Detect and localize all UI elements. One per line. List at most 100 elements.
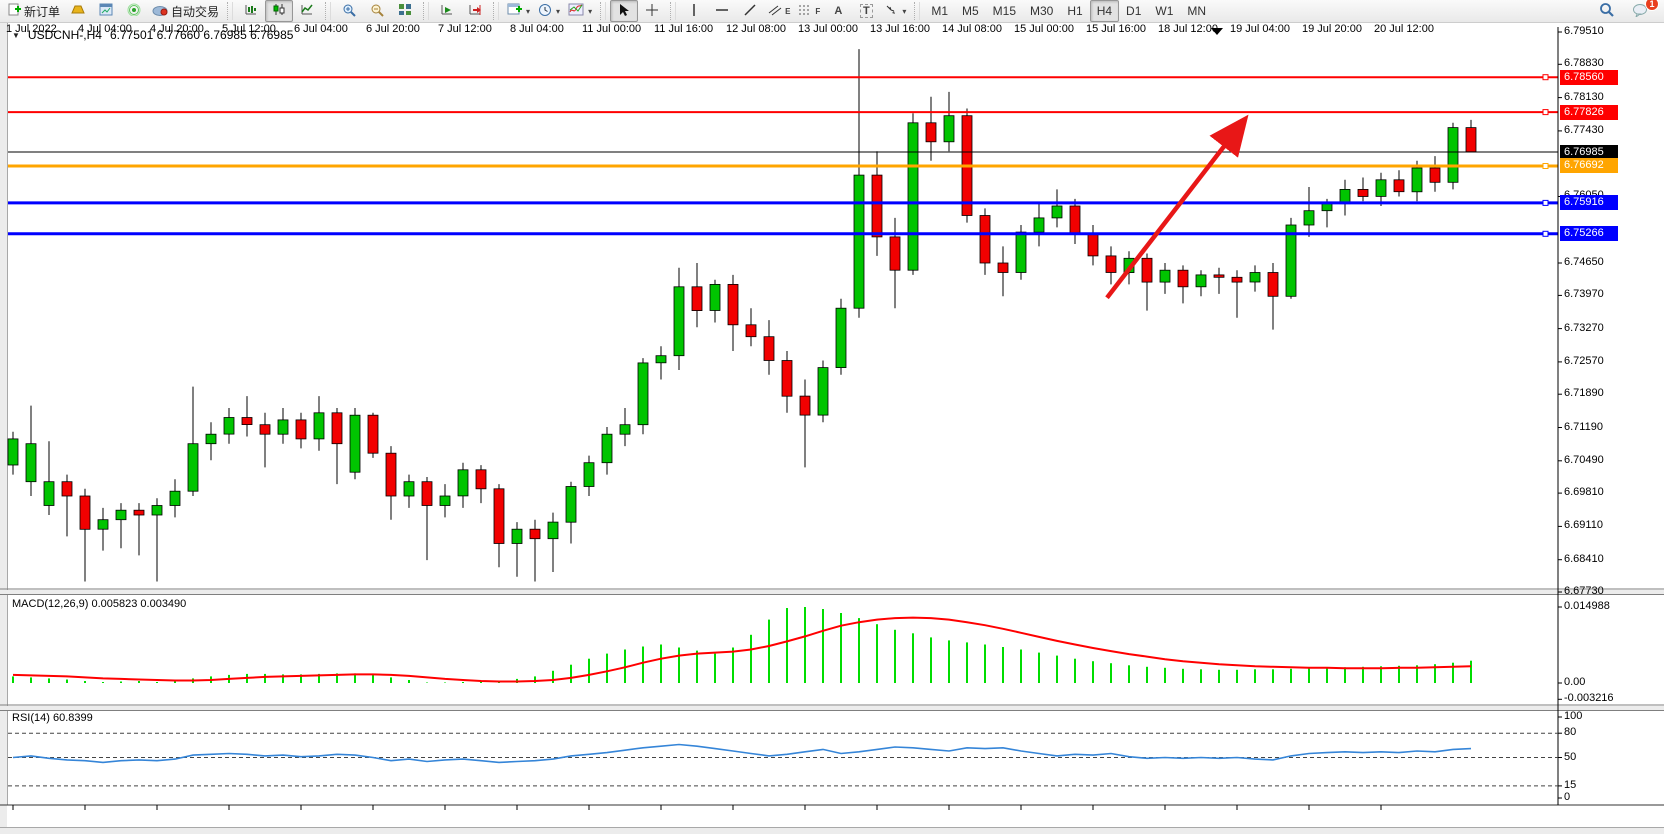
auto-scroll-button[interactable] xyxy=(433,0,461,22)
rsi-layer xyxy=(8,732,1558,787)
period-button[interactable]: ▾ xyxy=(534,0,564,22)
timeframe-h4[interactable]: H4 xyxy=(1089,0,1120,22)
level-price-badge: 6.77826 xyxy=(1560,104,1618,120)
chevron-down-icon[interactable]: ▾ xyxy=(556,6,561,16)
toolbar-separator xyxy=(423,2,430,20)
timeframe-h1[interactable]: H1 xyxy=(1067,4,1083,18)
text-label-button[interactable]: T xyxy=(852,0,880,22)
candles-layer xyxy=(7,49,1477,582)
time-axis-label: 18 Jul 12:00 xyxy=(1158,23,1218,35)
cursor-button[interactable] xyxy=(610,0,639,22)
current-price-badge: 6.76985 xyxy=(1560,144,1618,160)
symbol-dropdown-icon[interactable]: ▼ xyxy=(12,30,20,40)
vertical-line-button[interactable] xyxy=(680,0,708,22)
search-button[interactable] xyxy=(1592,0,1620,22)
level-line-handle[interactable] xyxy=(1542,109,1549,116)
time-axis-label: 19 Jul 20:00 xyxy=(1302,23,1362,35)
toolbar-separator xyxy=(227,2,234,20)
chart-window-icon xyxy=(99,3,113,19)
timeframe-m30[interactable]: M30 xyxy=(1030,4,1054,18)
timeframe-w1[interactable]: W1 xyxy=(1155,4,1174,18)
zoom-in-icon xyxy=(342,3,356,20)
line-chart-button[interactable] xyxy=(293,0,321,22)
level-price-badge: 6.75916 xyxy=(1560,195,1618,211)
tile-windows-button[interactable] xyxy=(391,0,419,22)
auto-trading-button[interactable]: 自动交易 xyxy=(148,0,223,22)
fibonacci-button[interactable]: F xyxy=(794,0,824,22)
chevron-down-icon[interactable]: ▾ xyxy=(588,6,593,16)
timeframe-m15[interactable]: M15 xyxy=(992,4,1017,18)
macd-axis-label: 0.014988 xyxy=(1564,600,1610,612)
crosshair-button[interactable] xyxy=(638,0,666,22)
chevron-down-icon[interactable]: ▾ xyxy=(902,6,907,16)
text-button[interactable]: A xyxy=(824,0,852,22)
cursor-icon xyxy=(618,3,630,20)
candlestick-chart-button[interactable] xyxy=(265,0,294,22)
time-axis-label: 1 Jul 2022 xyxy=(6,23,57,35)
price-tick-label: 6.67730 xyxy=(1564,584,1604,597)
tile-windows-icon xyxy=(398,3,412,19)
vertical-line-icon xyxy=(689,3,699,20)
line-chart-icon xyxy=(300,3,314,19)
timeframe-m1[interactable]: M1 xyxy=(931,4,948,18)
level-line-handle[interactable] xyxy=(1542,199,1549,206)
arrows-button[interactable]: ▾ xyxy=(880,0,910,22)
gold-icon xyxy=(71,3,85,19)
price-tick-label: 6.69810 xyxy=(1564,486,1604,499)
price-tick-label: 6.78130 xyxy=(1564,90,1604,103)
zoom-out-button[interactable] xyxy=(363,0,391,22)
time-axis-label: 6 Jul 04:00 xyxy=(294,23,348,35)
new-chart-button[interactable]: ▾ xyxy=(503,0,534,22)
period-clock-icon xyxy=(538,3,552,20)
crosshair-icon xyxy=(645,3,659,20)
price-tick-label: 6.68410 xyxy=(1564,552,1604,565)
indicators-button[interactable]: ▾ xyxy=(564,0,596,22)
indicators-icon xyxy=(568,3,584,19)
timeframe-mn[interactable]: MN xyxy=(1187,4,1207,18)
level-line-handle[interactable] xyxy=(1542,230,1549,237)
timeframe-d1[interactable]: D1 xyxy=(1126,4,1142,18)
trend-arrow[interactable] xyxy=(1105,114,1249,300)
bar-chart-button[interactable] xyxy=(237,0,265,22)
chart-window[interactable]: ▼ USDCNH-,H4 6.77501 6.77660 6.76985 6.7… xyxy=(0,23,1664,834)
macd-label: MACD(12,26,9) 0.005823 0.003490 xyxy=(12,598,187,610)
macd-axis-label: 0.00 xyxy=(1564,676,1586,688)
price-tick-label: 6.78830 xyxy=(1564,57,1604,70)
channel-letter: E xyxy=(785,6,791,16)
chevron-down-icon[interactable]: ▾ xyxy=(526,6,531,16)
price-tick-label: 6.71190 xyxy=(1564,420,1603,433)
price-tick-label: 6.72570 xyxy=(1564,354,1604,367)
chart-shift-button[interactable] xyxy=(461,0,489,22)
price-tick-label: 6.70490 xyxy=(1564,453,1604,466)
equidistant-channel-button[interactable]: E xyxy=(764,0,794,22)
channel-icon xyxy=(768,4,782,19)
toolbar-separator xyxy=(325,2,332,20)
zoom-in-button[interactable] xyxy=(335,0,363,22)
horizontal-line-button[interactable] xyxy=(708,0,736,22)
market-window-button[interactable] xyxy=(92,0,120,22)
search-icon xyxy=(1599,2,1614,20)
auto-trading-icon xyxy=(152,3,168,19)
symbol-period-label: USDCNH-,H4 xyxy=(27,28,102,42)
chat-button[interactable]: 1 xyxy=(1626,0,1659,22)
time-axis-label: 15 Jul 00:00 xyxy=(1014,23,1074,35)
new-order-button[interactable]: 新订单 xyxy=(4,0,64,22)
time-axis-label: 15 Jul 16:00 xyxy=(1086,23,1146,35)
notification-badge: 1 xyxy=(1645,0,1659,11)
time-axis-label: 5 Jul 12:00 xyxy=(222,23,276,35)
timeframe-m5[interactable]: M5 xyxy=(962,4,979,18)
new-order-icon xyxy=(8,3,21,19)
level-line-handle[interactable] xyxy=(1542,74,1549,81)
level-line-handle[interactable] xyxy=(1542,163,1549,169)
time-axis-label: 20 Jul 12:00 xyxy=(1374,23,1434,35)
price-tick-label: 6.73970 xyxy=(1564,288,1604,301)
gold-button[interactable] xyxy=(64,0,92,22)
toolbar-separator xyxy=(670,2,677,20)
rsi-axis-label: 15 xyxy=(1564,778,1577,791)
ohlc-values: 6.77501 6.77660 6.76985 6.76985 xyxy=(109,28,294,42)
signal-button[interactable] xyxy=(120,0,148,22)
trendline-button[interactable] xyxy=(736,0,764,22)
level-price-badge: 6.78560 xyxy=(1560,69,1618,85)
time-axis-label: 4 Jul 04:00 xyxy=(78,23,132,35)
macd-axis-label: -0.003216 xyxy=(1564,692,1614,705)
